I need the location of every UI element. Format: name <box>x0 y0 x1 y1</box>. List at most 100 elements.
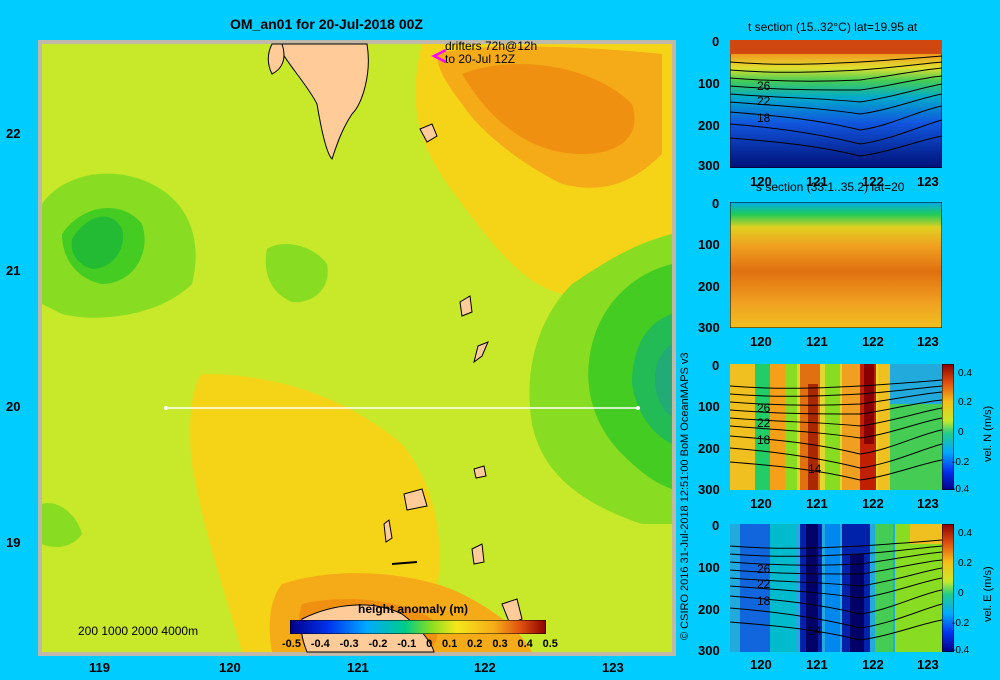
colorbar-tick: -0.4 <box>310 638 330 650</box>
ssh-contour-darkgreen-east <box>632 314 672 444</box>
map-title: OM_an01 for 20-Jul-2018 00Z <box>230 16 423 32</box>
colorbar-tick: -0.1 <box>397 638 417 650</box>
isotherms <box>730 55 942 157</box>
depth-tick: 300 <box>698 482 720 497</box>
colorbar-tick: 0 <box>426 638 433 650</box>
vel-north-colorbar <box>942 364 954 490</box>
ssh-contour-lightgreen-sw <box>42 503 82 547</box>
ssh-contour-deep-orange-ne <box>462 64 635 154</box>
lat-tick: 19 <box>6 535 21 550</box>
depth-tick: 0 <box>712 518 720 533</box>
isotherm-label: 22 <box>757 416 771 430</box>
credit-text: © CSIRO 2016 31-Jul-2018 12:51:00 BoM Oc… <box>679 352 691 640</box>
depth-tick: 0 <box>712 358 720 373</box>
land-island-1 <box>419 123 438 143</box>
depth-tick: 100 <box>698 237 720 252</box>
lat-tick: 21 <box>6 263 21 278</box>
vel-n-cb-label: vel. N (m/s) <box>982 405 994 462</box>
isotherm-label: 22 <box>757 577 771 591</box>
vel-n-cb-tick: 0.4 <box>958 368 972 379</box>
depth-tick: 0 <box>712 34 720 49</box>
section-lon-tick: 122 <box>862 496 884 511</box>
ssh-contour-lightgreen-center <box>265 244 328 303</box>
drifters-legend-line2: to 20-Jul 12Z <box>445 52 516 66</box>
land-island-2 <box>459 295 473 317</box>
depth-tick: 0 <box>712 196 720 211</box>
colorbar-tick: -0.2 <box>368 638 388 650</box>
vel-e-cb-tick: 0.4 <box>958 528 972 539</box>
isotherm-label: 22 <box>757 94 771 108</box>
section-lon-tick: 122 <box>862 657 884 672</box>
land-small-island-n <box>267 43 285 75</box>
vel-n-cb-tick: 0.2 <box>958 397 972 408</box>
land-island-8 <box>391 561 418 565</box>
vel-n-cb-tick: -0.4 <box>952 484 970 495</box>
vel-e-cb-tick: 0 <box>958 588 964 599</box>
depth-tick: 200 <box>698 118 720 133</box>
section-lon-tick: 121 <box>806 334 828 349</box>
colorbar-tick: 0.3 <box>492 638 508 650</box>
vel-e-cb-tick: 0.2 <box>958 558 972 569</box>
lat-tick: 22 <box>6 126 21 141</box>
section-lon-tick: 120 <box>750 657 772 672</box>
section-lon-tick: 123 <box>917 334 939 349</box>
section-lon-tick: 123 <box>917 174 939 189</box>
land-island-5 <box>403 488 428 511</box>
vel-n-cb-tick: 0 <box>958 427 964 438</box>
section-lon-tick: 123 <box>917 496 939 511</box>
colorbar-tick: 0.4 <box>517 638 533 650</box>
colorbar-tick: 0.1 <box>442 638 458 650</box>
lon-tick: 123 <box>602 660 624 675</box>
drifters-legend: drifters 72h@12h to 20-Jul 12Z <box>445 40 537 66</box>
isotherm-label: 18 <box>757 111 771 125</box>
section-lon-tick: 121 <box>806 657 828 672</box>
section-lon-tick: 122 <box>862 174 884 189</box>
lon-tick: 121 <box>347 660 369 675</box>
colorbar-tick: -0.5 <box>282 638 301 650</box>
section-lon-tick: 120 <box>750 334 772 349</box>
isotherm-label: 26 <box>757 562 771 576</box>
section-lon-tick: 120 <box>750 174 772 189</box>
ssh-contour-green-east <box>588 264 672 489</box>
land-island-3 <box>473 341 489 364</box>
isotherms <box>730 379 942 481</box>
depth-tick: 200 <box>698 441 720 456</box>
depth-tick: 100 <box>698 399 720 414</box>
vel-north-section-plot <box>730 364 942 490</box>
land-island-4 <box>473 465 487 479</box>
height-anomaly-colorbar <box>290 620 546 634</box>
land-island-7 <box>471 543 485 565</box>
vel-east-colorbar <box>942 524 954 652</box>
colorbar-tick: 0.5 <box>542 638 558 650</box>
isotherm-label: 18 <box>757 594 771 608</box>
salinity-section-plot <box>730 202 942 328</box>
drifters-legend-line1: drifters 72h@12h <box>445 39 538 53</box>
mixed-layer <box>730 40 942 54</box>
ssh-contour-darkgreen-west <box>71 216 123 269</box>
depth-tick: 200 <box>698 279 720 294</box>
depth-tick: 100 <box>698 560 720 575</box>
section-line-end <box>636 406 640 410</box>
isotherm-label: 26 <box>757 79 771 93</box>
isotherm-label: 26 <box>757 401 771 415</box>
lat-tick: 20 <box>6 399 21 414</box>
depth-tick: 300 <box>698 158 720 173</box>
section-lon-tick: 121 <box>806 174 828 189</box>
vel-east-section-plot <box>730 524 942 652</box>
colorbar-title: height anomaly (m) <box>358 602 469 616</box>
vel-n-cb-tick: -0.2 <box>952 457 970 468</box>
map-plot <box>38 40 676 656</box>
panel1-title: t section (15..32°C) lat=19.95 at <box>748 20 918 34</box>
colorbar-ticks: -0.5 -0.4 -0.3 -0.2 -0.1 0 0.1 0.2 0.3 0… <box>282 638 558 650</box>
vel-e-cb-label: vel. E (m/s) <box>982 566 994 622</box>
vel-e-cb-tick: -0.2 <box>952 618 970 629</box>
depth-tick: 300 <box>698 643 720 658</box>
drifter-arrow-icon <box>431 48 447 64</box>
temperature-section-plot <box>730 40 942 168</box>
section-lon-tick: 120 <box>750 496 772 511</box>
land-island-9 <box>501 598 523 625</box>
depth-tick: 300 <box>698 320 720 335</box>
lon-tick: 122 <box>474 660 496 675</box>
isotherms <box>730 539 942 641</box>
land-luzon-south-tip <box>276 43 369 160</box>
